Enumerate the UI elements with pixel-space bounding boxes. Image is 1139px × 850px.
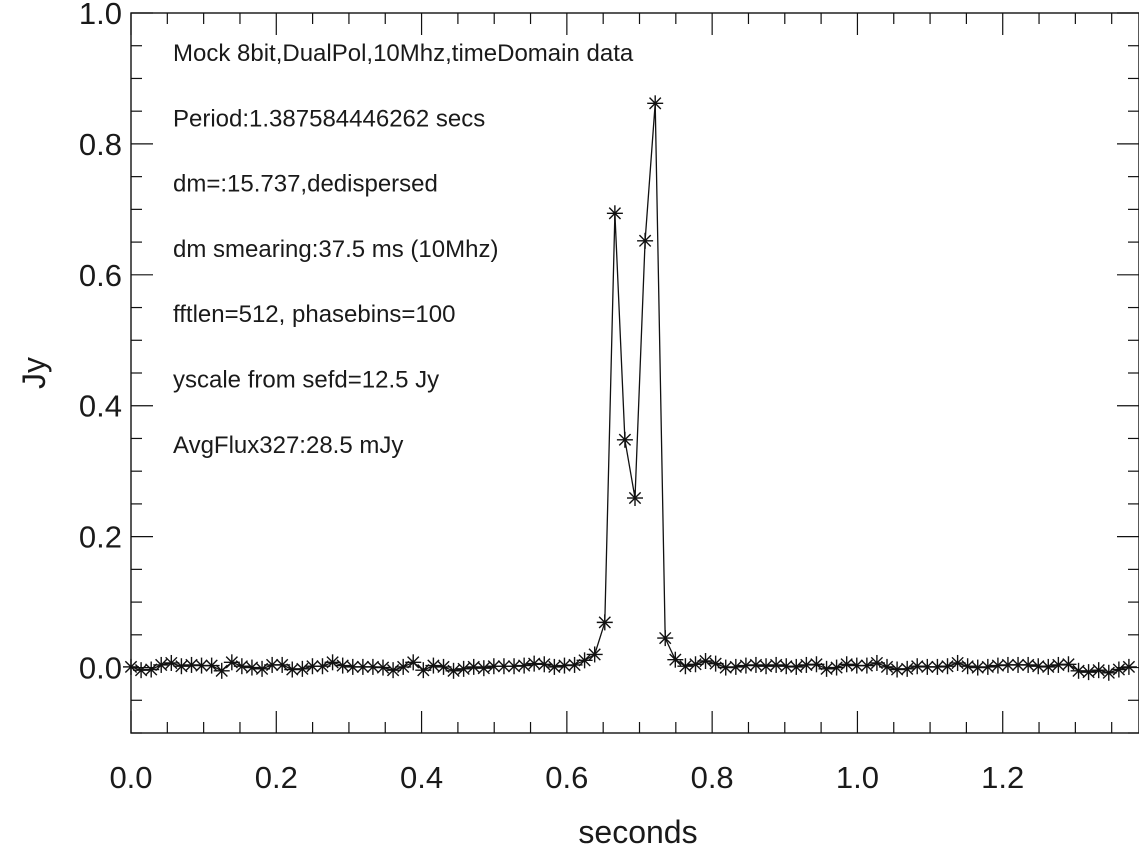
data-point xyxy=(828,659,845,676)
data-point xyxy=(637,232,654,249)
data-point xyxy=(213,662,230,679)
data-point xyxy=(818,660,835,677)
x-tick-label: 1.0 xyxy=(836,760,879,795)
x-tick-label: 0.0 xyxy=(109,760,152,795)
y-tick-label: 1.0 xyxy=(79,0,122,31)
data-point xyxy=(445,662,462,679)
data-point xyxy=(243,659,260,676)
data-point xyxy=(596,614,613,631)
data-point xyxy=(385,662,402,679)
y-tick-label: 0.2 xyxy=(79,520,122,555)
data-point xyxy=(1100,664,1117,681)
data-point xyxy=(586,646,603,663)
data-point xyxy=(223,654,240,671)
data-point xyxy=(1020,656,1037,673)
annotations: Mock 8bit,DualPol,10Mhz,timeDomain data P… xyxy=(173,40,634,459)
data-point xyxy=(455,660,472,677)
data-point xyxy=(475,660,492,677)
data-point xyxy=(546,658,563,675)
annotation-line: fftlen=512, phasebins=100 xyxy=(173,301,455,328)
data-point xyxy=(727,658,744,675)
data-point xyxy=(858,657,875,674)
data-point xyxy=(647,95,664,112)
data-point xyxy=(465,658,482,675)
data-point xyxy=(324,654,341,671)
data-point xyxy=(959,658,976,675)
data-point xyxy=(173,658,190,675)
x-tick-label: 0.8 xyxy=(691,760,734,795)
tick-labels: 0.0 0.2 0.4 0.6 0.8 1.0 1.2 0.0 0.2 0.4 0.6 0.8 1.0 xyxy=(79,0,1024,795)
data-point xyxy=(999,656,1016,673)
data-point xyxy=(415,662,432,679)
data-point xyxy=(606,205,623,222)
y-tick-label: 0.4 xyxy=(79,389,122,424)
data-point xyxy=(899,660,916,677)
data-point xyxy=(1030,658,1047,675)
data-point xyxy=(526,655,543,672)
data-point xyxy=(879,658,895,675)
annotation-line: dm=:15.737,dedispersed xyxy=(173,171,438,198)
data-point xyxy=(425,657,442,674)
data-point xyxy=(1080,664,1097,681)
data-point xyxy=(1110,661,1127,678)
data-point xyxy=(1120,658,1137,675)
data-point xyxy=(163,654,180,671)
data-point xyxy=(203,657,220,674)
data-point xyxy=(344,658,361,675)
x-tick-label: 1.2 xyxy=(981,760,1024,795)
data-point xyxy=(153,656,170,673)
data-point xyxy=(1050,656,1067,673)
data-point xyxy=(616,431,633,448)
y-tick-label: 0.6 xyxy=(79,258,122,293)
data-point xyxy=(1070,662,1087,679)
annotation-line: Period:1.387584446262 secs xyxy=(173,105,485,132)
data-point xyxy=(949,654,966,671)
data-point xyxy=(667,651,684,668)
data-point xyxy=(334,657,351,674)
data-point xyxy=(405,654,422,671)
annotation-line: dm smearing:37.5 ms (10Mhz) xyxy=(173,236,498,263)
data-point xyxy=(768,656,785,673)
plot-frame xyxy=(130,12,1139,734)
data-point xyxy=(919,658,936,675)
data-point xyxy=(294,660,311,677)
data-point xyxy=(485,658,502,675)
data-point xyxy=(516,657,533,674)
data-point xyxy=(687,656,704,673)
data-point xyxy=(274,656,291,673)
data-point xyxy=(747,656,764,673)
data-point xyxy=(1040,658,1057,675)
data-markers xyxy=(123,95,1137,681)
y-tick-label: 0.8 xyxy=(79,127,122,162)
data-point xyxy=(979,658,996,675)
data-point xyxy=(929,658,946,675)
data-point xyxy=(838,656,855,673)
data-point xyxy=(657,630,674,647)
x-tick-label: 0.4 xyxy=(400,760,443,795)
data-point xyxy=(939,658,956,675)
y-tick-label: 0.0 xyxy=(79,651,122,686)
data-point xyxy=(576,652,593,669)
data-point xyxy=(1060,656,1077,673)
data-point xyxy=(233,658,250,675)
data-point xyxy=(697,653,714,669)
data-point xyxy=(375,659,391,676)
data-point xyxy=(788,658,805,675)
data-point xyxy=(627,490,643,507)
annotation-line: Mock 8bit,DualPol,10Mhz,timeDomain data xyxy=(173,40,634,67)
x-tick-label: 0.6 xyxy=(545,760,588,795)
data-point xyxy=(677,658,694,675)
data-point xyxy=(1090,662,1107,679)
data-point xyxy=(354,658,371,675)
y-axis-label: Jy xyxy=(16,357,52,389)
data-point xyxy=(536,656,553,673)
x-tick-label: 0.2 xyxy=(255,760,298,795)
x-axis-label: seconds xyxy=(578,814,697,850)
annotation-line: AvgFlux327:28.5 mJy xyxy=(173,432,403,459)
data-point xyxy=(364,658,381,675)
annotation-line: yscale from sefd=12.5 Jy xyxy=(173,367,439,394)
data-point xyxy=(758,658,775,675)
